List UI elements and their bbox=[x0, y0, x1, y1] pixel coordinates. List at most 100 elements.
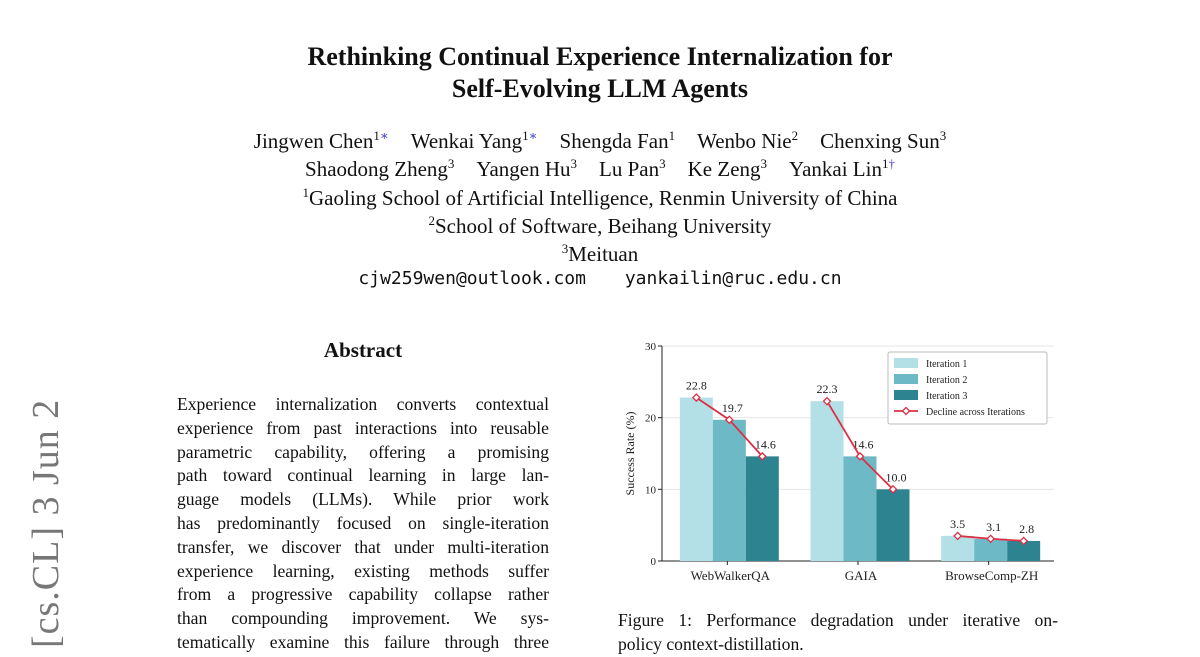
author-affiliation-mark: 1 bbox=[881, 156, 889, 171]
abstract-line: guage models (LLMs). While prior work bbox=[177, 489, 549, 510]
author-name: Wenkai Yang bbox=[410, 129, 523, 153]
author: Ke Zeng3 bbox=[688, 155, 767, 183]
data-label: 3.5 bbox=[950, 517, 965, 531]
author-name: Shengda Fan bbox=[559, 129, 669, 153]
author-note-mark[interactable]: ∗ bbox=[528, 128, 538, 143]
author-name: Yankai Lin bbox=[789, 157, 882, 181]
legend-marker bbox=[901, 406, 911, 416]
data-label: 3.1 bbox=[986, 520, 1001, 534]
author: Lu Pan3 bbox=[599, 155, 666, 183]
data-label: 19.7 bbox=[722, 401, 743, 415]
bar bbox=[679, 397, 713, 561]
legend-label: Iteration 2 bbox=[926, 375, 967, 386]
decline-marker bbox=[757, 451, 767, 461]
authors-row-1: Jingwen Chen1∗ Wenkai Yang1∗ Shengda Fan1 W… bbox=[0, 127, 1200, 155]
author-note-mark[interactable]: † bbox=[888, 156, 895, 171]
authors-row-2: Shaodong Zheng3 Yangen Hu3 Lu Pan3 Ke Zeng3… bbox=[0, 155, 1200, 183]
author-name: Chenxing Sun bbox=[820, 129, 940, 153]
legend-label: Iteration 3 bbox=[926, 391, 967, 402]
legend-box bbox=[887, 351, 1048, 425]
author-affiliation-mark: 1 bbox=[373, 128, 380, 143]
email-1[interactable]: cjw259wen@outlook.com bbox=[358, 268, 586, 289]
y-tick-label: 30 bbox=[645, 341, 657, 353]
email-2[interactable]: yankailin@ruc.edu.cn bbox=[624, 268, 842, 289]
author-name: Lu Pan bbox=[599, 157, 660, 181]
x-tick-label: WebWalkerQA bbox=[691, 568, 771, 583]
author: Chenxing Sun3 bbox=[820, 127, 946, 155]
x-tick-label: BrowseComp-ZH bbox=[945, 568, 1038, 583]
author-note-mark[interactable]: ∗ bbox=[379, 128, 389, 143]
x-tick-label: GAIA bbox=[845, 568, 878, 583]
author-affiliation-mark: 1 bbox=[668, 128, 676, 143]
decline-marker bbox=[691, 393, 701, 403]
affiliation-number: 3 bbox=[561, 241, 569, 256]
y-tick-label: 20 bbox=[645, 413, 657, 425]
author-affiliation-mark: 3 bbox=[760, 156, 768, 171]
abstract-body: Experience internalization converts cont… bbox=[177, 393, 549, 655]
author-affiliation-mark: 3 bbox=[939, 128, 947, 143]
bar bbox=[843, 456, 877, 561]
abstract-line: Experience internalization converts cont… bbox=[177, 394, 549, 414]
decline-marker bbox=[822, 396, 832, 406]
decline-marker bbox=[953, 531, 963, 541]
affiliation-text: Gaoling School of Artificial Intelligenc… bbox=[309, 186, 898, 210]
bar bbox=[810, 401, 844, 561]
paper-title: Rethinking Continual Experience Internal… bbox=[0, 41, 1200, 105]
author-affiliation-mark: 3 bbox=[659, 156, 666, 171]
legend-label: Iteration 1 bbox=[926, 359, 967, 370]
affiliation-number: 2 bbox=[428, 213, 435, 228]
author-affiliation-mark: 3 bbox=[570, 156, 578, 171]
author-name: Shaodong Zheng bbox=[305, 157, 448, 181]
author-name: Wenbo Nie bbox=[697, 129, 792, 153]
data-label: 14.6 bbox=[853, 437, 874, 451]
data-label: 10.0 bbox=[886, 470, 907, 484]
decline-marker bbox=[888, 484, 898, 494]
abstract-line: has predominantly focused on single-iter… bbox=[177, 512, 549, 533]
author: Wenkai Yang1∗ bbox=[411, 127, 538, 155]
author: Shaodong Zheng3 bbox=[305, 155, 454, 183]
decline-marker bbox=[986, 534, 996, 544]
abstract-heading: Abstract bbox=[323, 338, 403, 362]
data-label: 22.3 bbox=[817, 382, 838, 396]
data-label: 2.8 bbox=[1019, 522, 1034, 536]
data-label: 14.6 bbox=[755, 437, 776, 451]
author-affiliation-mark: 2 bbox=[791, 128, 799, 143]
bar bbox=[745, 456, 779, 561]
affiliation-text: School of Software, Beihang University bbox=[434, 214, 772, 238]
legend-swatch bbox=[894, 374, 918, 384]
abstract-line: path toward continual learning in large … bbox=[177, 465, 549, 486]
abstract-line: parametric capability, offering a promis… bbox=[177, 441, 549, 462]
abstract-line: than compounding improvement. We sys- bbox=[177, 608, 549, 629]
bar bbox=[1007, 540, 1041, 561]
arxiv-stamp: [cs.CL] 3 Jun 2026 bbox=[10, 400, 80, 648]
decline-marker bbox=[724, 415, 734, 425]
caption-line: policy context-distillation. bbox=[618, 633, 804, 654]
y-tick-label: 10 bbox=[645, 484, 657, 496]
bar bbox=[876, 489, 910, 561]
abstract-line: experience learning, existing methods su… bbox=[177, 560, 549, 581]
bar bbox=[974, 538, 1008, 561]
bar bbox=[712, 419, 746, 561]
author: Shengda Fan1 bbox=[560, 127, 676, 155]
affiliation: 3Meituan bbox=[0, 240, 1200, 268]
author-name: Yangen Hu bbox=[476, 157, 571, 181]
author-affiliation-mark: 3 bbox=[447, 156, 455, 171]
author: Wenbo Nie2 bbox=[697, 127, 798, 155]
arxiv-stamp-text: [cs.CL] 3 Jun 2026 bbox=[25, 400, 67, 648]
abstract-line: transfer, we discover that under multi-i… bbox=[177, 536, 549, 557]
decline-marker bbox=[1019, 536, 1029, 546]
figure-caption: Figure 1: Performance degradation under … bbox=[618, 609, 1058, 657]
y-tick-label: 0 bbox=[651, 556, 657, 568]
affiliation: 1Gaoling School of Artificial Intelligen… bbox=[0, 184, 1200, 212]
abstract-line: experience from past interactions into r… bbox=[177, 417, 549, 438]
author-affiliation-mark: 1 bbox=[522, 128, 529, 143]
title-line-1: Rethinking Continual Experience Internal… bbox=[307, 42, 893, 71]
affiliation-text: Meituan bbox=[568, 242, 639, 266]
figure-1-chart: 0 10 20 30 Success Rate (%) 22.8 19.7 14.6 WebWa… bbox=[623, 341, 1054, 583]
affiliation: 2School of Software, Beihang University bbox=[0, 212, 1200, 240]
caption-line: Figure 1: Performance degradation under … bbox=[618, 610, 1058, 630]
author-name: Ke Zeng bbox=[687, 157, 761, 181]
legend-swatch bbox=[894, 358, 918, 368]
author: Yankai Lin1† bbox=[789, 155, 895, 183]
decline-marker bbox=[855, 451, 865, 461]
